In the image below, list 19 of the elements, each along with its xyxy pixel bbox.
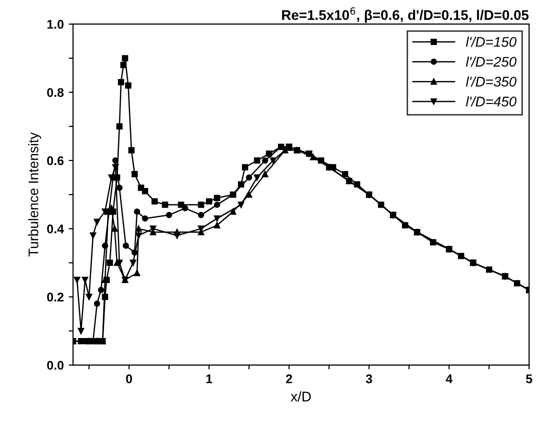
legend-label: l'/D=150 <box>466 36 516 47</box>
x-tick-label: 3 <box>366 374 372 384</box>
x-tick-label: 5 <box>526 374 532 384</box>
x-tick-label: 2 <box>286 374 292 384</box>
y-tick-label: 0.8 <box>47 88 64 97</box>
y-tick-label: 0.0 <box>47 360 64 370</box>
x-tick-label: 4 <box>446 374 452 384</box>
y-tick-label: 1.0 <box>47 20 64 29</box>
y-tick-label: 0.2 <box>47 292 64 302</box>
legend-label: l'/D=350 <box>466 76 516 87</box>
x-axis-title: x/D <box>290 391 311 402</box>
x-tick-label: 0 <box>126 374 132 384</box>
legend-label: l'/D=250 <box>466 56 516 67</box>
legend-label: l'/D=450 <box>466 96 516 106</box>
y-tick-label: 0.4 <box>47 224 64 234</box>
chart-title: Re=1.5x10$^{6}$, β=0.6, d'/D=0.15, l/D=0.05 <box>282 7 529 23</box>
x-tick-label: 1 <box>206 374 212 384</box>
y-axis-title: Turbulence Intensity <box>28 132 42 257</box>
y-tick-label: 0.6 <box>47 156 64 166</box>
